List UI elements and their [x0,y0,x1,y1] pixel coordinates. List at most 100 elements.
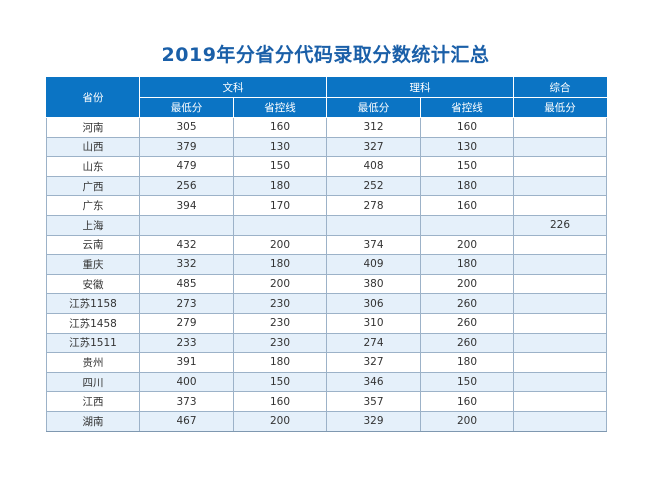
cell-wenke-control-line: 200 [233,410,327,432]
table-row: 江苏1158 273 230 306 260 [46,293,607,314]
cell-wenke-control-line: 230 [233,293,327,314]
cell-province: 江苏1458 [46,312,140,334]
cell-wenke-min-score: 332 [139,254,234,275]
cell-like-min-score: 346 [326,371,421,393]
cell-province: 江苏1511 [46,332,140,354]
cell-zonghe-min-score: 226 [513,214,607,236]
cell-wenke-min-score: 391 [139,352,234,373]
header-province: 省份 [46,77,140,118]
cell-zonghe-min-score [513,273,607,295]
cell-zonghe-min-score [513,352,607,373]
table-row: 云南 432 200 374 200 [46,234,607,256]
cell-wenke-control-line: 160 [233,117,327,138]
cell-wenke-control-line: 160 [233,391,327,412]
cell-like-min-score: 327 [326,352,421,373]
cell-like-min-score: 380 [326,273,421,295]
cell-province: 山东 [46,156,140,177]
cell-province: 广西 [46,175,140,197]
header-like: 理科 [326,77,514,98]
cell-like-min-score: 274 [326,332,421,354]
cell-wenke-control-line: 180 [233,175,327,197]
table-row: 江苏1458 279 230 310 260 [46,312,607,334]
table-row: 广东 394 170 278 160 [46,195,607,216]
cell-province: 河南 [46,117,140,138]
table-row: 山西 379 130 327 130 [46,136,607,158]
cell-zonghe-min-score [513,254,607,275]
cell-wenke-control-line: 150 [233,371,327,393]
cell-like-control-line: 180 [420,254,514,275]
cell-zonghe-min-score [513,410,607,432]
cell-wenke-control-line: 200 [233,234,327,256]
table-row: 广西 256 180 252 180 [46,175,607,197]
header-zonghe: 综合 [513,77,607,98]
cell-province: 贵州 [46,352,140,373]
cell-province: 安徽 [46,273,140,295]
cell-province: 上海 [46,214,140,236]
cell-wenke-min-score: 273 [139,293,234,314]
cell-like-control-line: 160 [420,195,514,216]
cell-province: 广东 [46,195,140,216]
header-zonghe-min-score: 最低分 [513,97,607,118]
cell-zonghe-min-score [513,136,607,158]
cell-zonghe-min-score [513,293,607,314]
cell-like-min-score: 252 [326,175,421,197]
cell-province: 湖南 [46,410,140,432]
table-row: 河南 305 160 312 160 [46,117,607,138]
cell-like-control-line: 260 [420,332,514,354]
cell-wenke-min-score: 279 [139,312,234,334]
cell-like-min-score: 312 [326,117,421,138]
header-like-control-line: 省控线 [420,97,514,118]
table-row: 安徽 485 200 380 200 [46,273,607,295]
table-row: 江西 373 160 357 160 [46,391,607,412]
table-row: 重庆 332 180 409 180 [46,254,607,275]
cell-like-min-score: 310 [326,312,421,334]
cell-like-min-score: 408 [326,156,421,177]
table-row: 江苏1511 233 230 274 260 [46,332,607,354]
cell-like-control-line: 180 [420,352,514,373]
table-header: 省份 文科 理科 综合 最低分 省控线 最低分 省控线 最低分 [46,77,607,118]
cell-zonghe-min-score [513,371,607,393]
cell-zonghe-min-score [513,332,607,354]
cell-province: 云南 [46,234,140,256]
cell-wenke-min-score: 467 [139,410,234,432]
cell-zonghe-min-score [513,195,607,216]
cell-like-control-line [420,214,514,236]
cell-zonghe-min-score [513,175,607,197]
cell-province: 重庆 [46,254,140,275]
cell-wenke-min-score: 373 [139,391,234,412]
cell-like-min-score: 327 [326,136,421,158]
cell-like-control-line: 180 [420,175,514,197]
cell-wenke-control-line [233,214,327,236]
cell-wenke-min-score: 400 [139,371,234,393]
cell-wenke-control-line: 130 [233,136,327,158]
cell-like-min-score: 329 [326,410,421,432]
cell-like-control-line: 130 [420,136,514,158]
cell-wenke-min-score: 256 [139,175,234,197]
cell-wenke-control-line: 230 [233,332,327,354]
cell-zonghe-min-score [513,312,607,334]
cell-wenke-min-score: 432 [139,234,234,256]
cell-like-control-line: 150 [420,371,514,393]
cell-wenke-min-score [139,214,234,236]
cell-like-control-line: 150 [420,156,514,177]
cell-province: 山西 [46,136,140,158]
cell-wenke-min-score: 394 [139,195,234,216]
cell-wenke-control-line: 170 [233,195,327,216]
cell-province: 江苏1158 [46,293,140,314]
cell-province: 四川 [46,371,140,393]
header-wenke-control-line: 省控线 [233,97,327,118]
score-table: 省份 文科 理科 综合 最低分 省控线 最低分 省控线 最低分 河南 305 160… [46,77,607,432]
table-row: 四川 400 150 346 150 [46,371,607,393]
cell-like-control-line: 160 [420,391,514,412]
cell-zonghe-min-score [513,156,607,177]
table-row: 上海 226 [46,214,607,236]
cell-wenke-min-score: 305 [139,117,234,138]
cell-wenke-control-line: 150 [233,156,327,177]
table-row: 湖南 467 200 329 200 [46,410,607,432]
cell-province: 江西 [46,391,140,412]
cell-like-control-line: 200 [420,273,514,295]
header-wenke-min-score: 最低分 [139,97,234,118]
table-row: 山东 479 150 408 150 [46,156,607,177]
cell-wenke-control-line: 200 [233,273,327,295]
cell-like-min-score [326,214,421,236]
